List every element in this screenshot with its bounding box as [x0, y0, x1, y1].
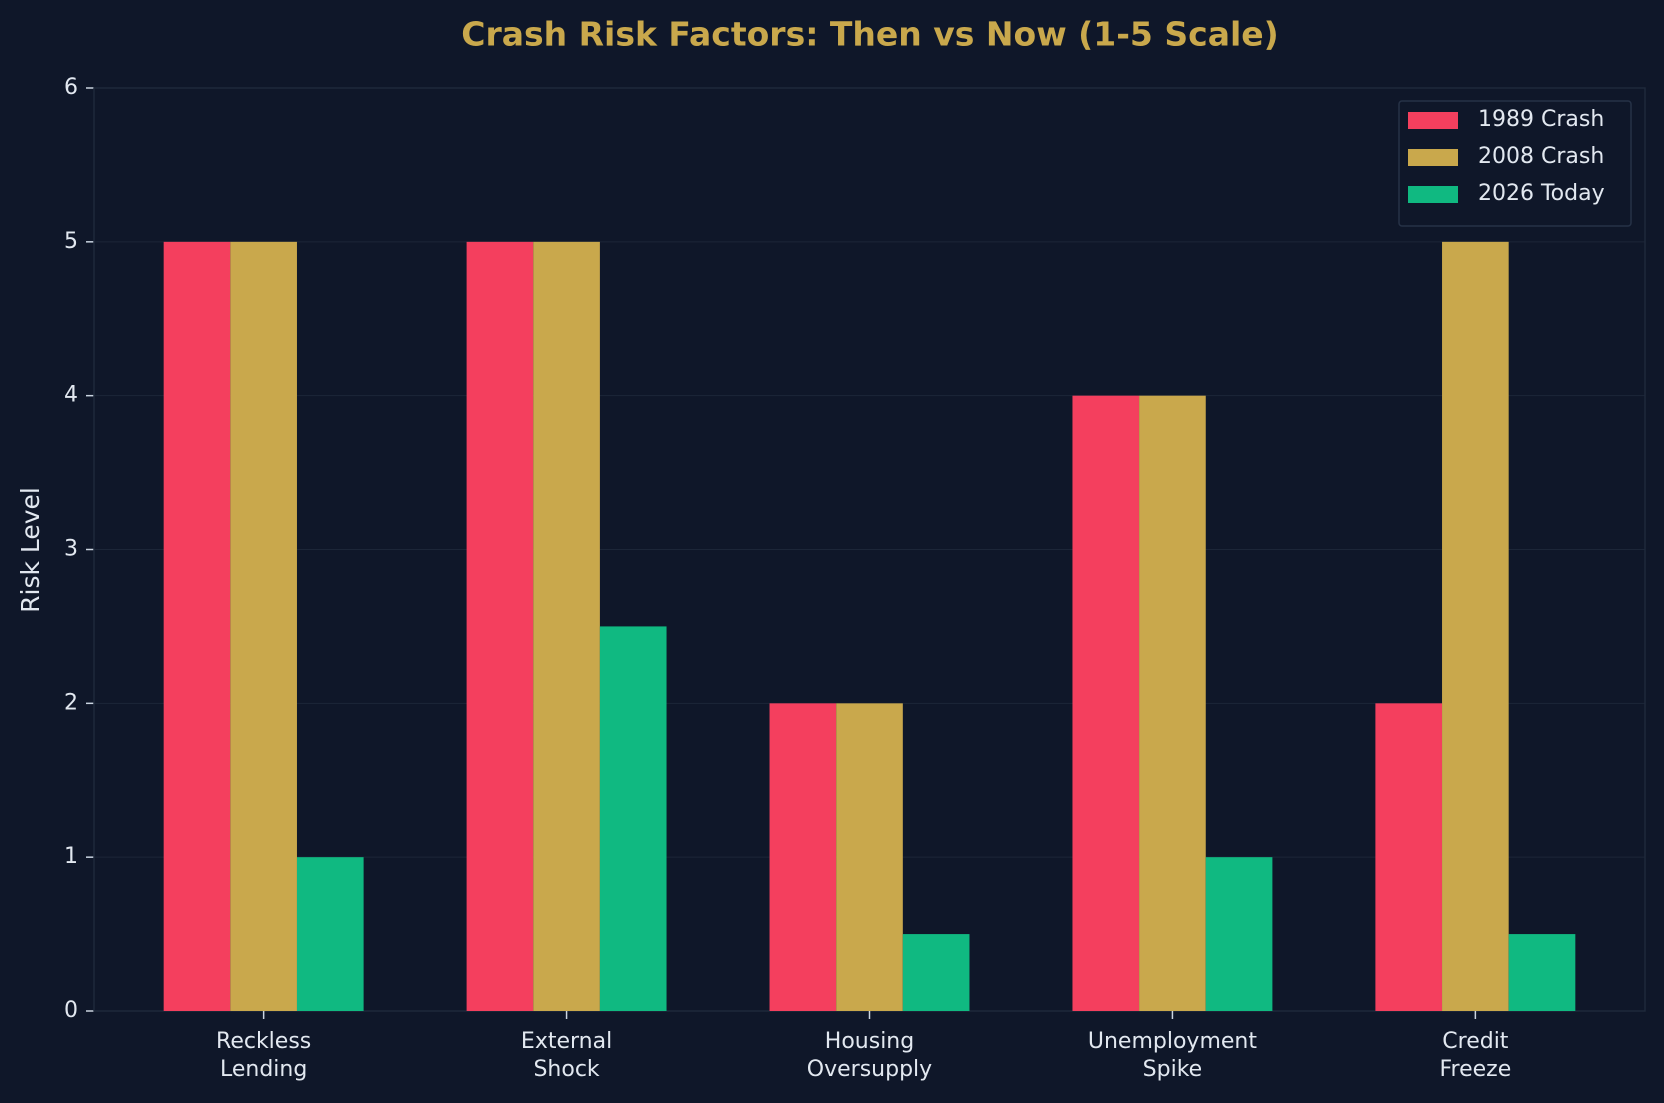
chart-title: Crash Risk Factors: Then vs Now (1-5 Sca…: [461, 15, 1279, 54]
legend-swatch: [1408, 149, 1458, 166]
x-tick-label: Lending: [220, 1057, 307, 1082]
legend-label: 1989 Crash: [1478, 107, 1604, 132]
x-tick-label: Oversupply: [807, 1057, 932, 1082]
bar: [1375, 703, 1443, 1011]
x-tick-label: External: [521, 1029, 612, 1054]
x-tick-label: Reckless: [216, 1029, 311, 1054]
legend-swatch: [1408, 112, 1458, 129]
y-tick-label: 5: [64, 229, 78, 254]
x-tick-label: Shock: [533, 1057, 599, 1082]
legend-label: 2008 Crash: [1478, 144, 1604, 169]
bar: [296, 857, 364, 1011]
bar: [466, 241, 534, 1012]
y-tick-label: 2: [64, 690, 78, 715]
bar: [1442, 241, 1509, 1012]
x-tick-label: Housing: [825, 1029, 914, 1054]
bar: [902, 934, 970, 1011]
bar: [836, 703, 903, 1011]
x-tick-label: Freeze: [1439, 1057, 1511, 1082]
x-tick-label: Credit: [1442, 1029, 1509, 1054]
y-tick-label: 4: [64, 383, 78, 408]
legend-label: 2026 Today: [1478, 181, 1605, 206]
bar: [769, 703, 837, 1011]
bar: [533, 241, 600, 1012]
x-tick-label: Spike: [1143, 1057, 1203, 1082]
y-tick-label: 0: [64, 998, 78, 1023]
bar: [230, 241, 297, 1012]
x-tick-label: Unemployment: [1088, 1029, 1257, 1054]
bar: [1139, 395, 1206, 1012]
bar: [1072, 395, 1140, 1012]
bar: [1508, 934, 1576, 1011]
bar: [163, 241, 231, 1012]
y-tick-label: 6: [64, 75, 78, 100]
bar: [599, 626, 667, 1011]
y-axis-label: Risk Level: [16, 487, 45, 613]
legend-swatch: [1408, 186, 1458, 203]
bar: [1205, 857, 1273, 1011]
y-tick-label: 1: [64, 844, 78, 869]
y-tick-label: 3: [64, 537, 78, 562]
